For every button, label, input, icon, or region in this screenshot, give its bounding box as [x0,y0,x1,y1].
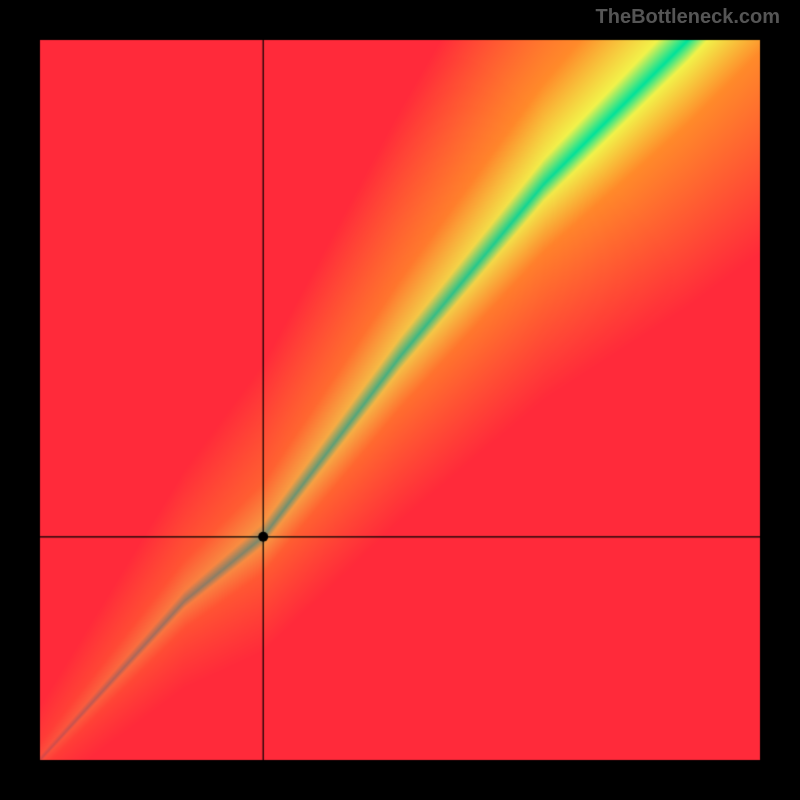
watermark-text: TheBottleneck.com [596,6,780,29]
bottleneck-heatmap [0,0,800,800]
